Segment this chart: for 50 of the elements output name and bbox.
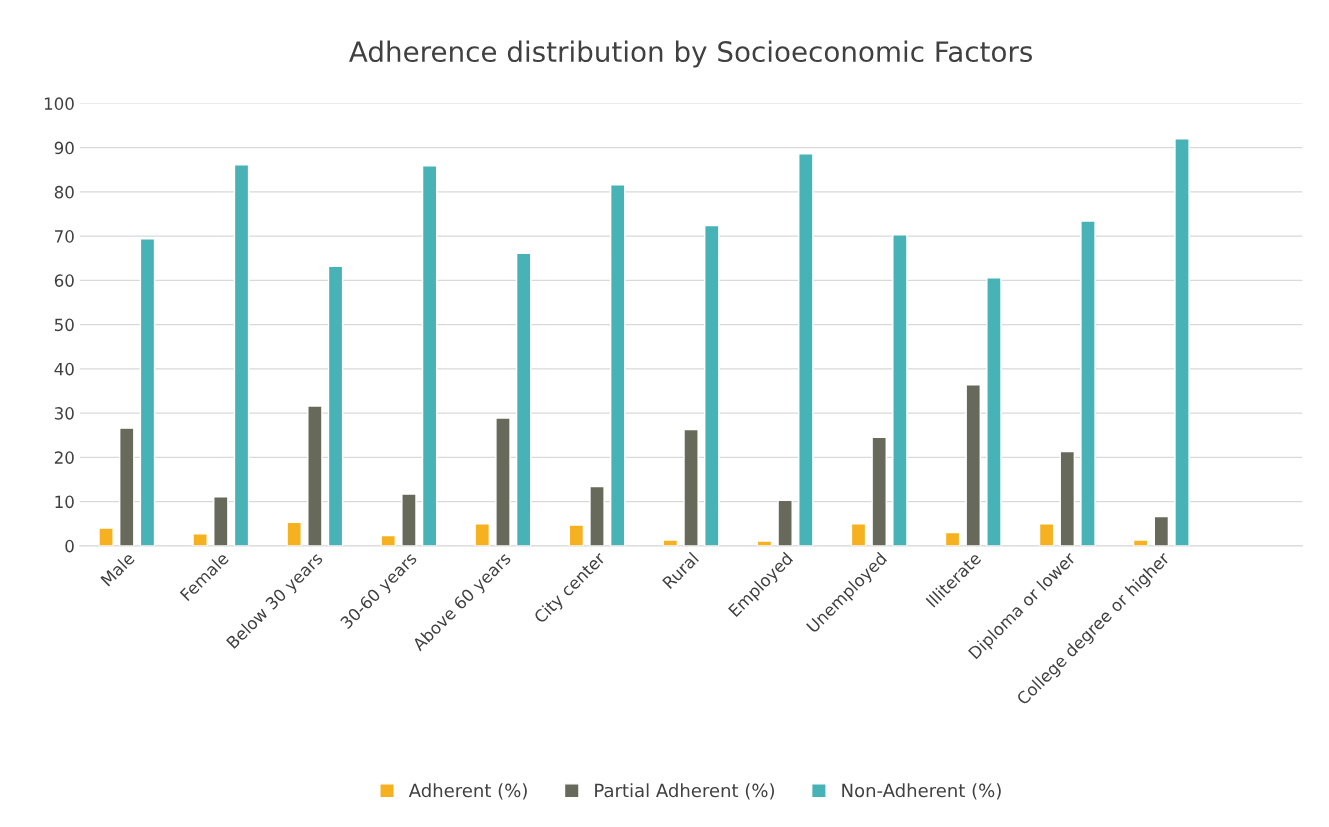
bar	[965, 384, 981, 546]
bar	[98, 527, 114, 546]
bar	[568, 524, 585, 546]
bar	[495, 417, 511, 546]
bar	[119, 427, 135, 546]
bar	[589, 485, 605, 546]
bar	[609, 184, 626, 546]
y-tick-label: 0	[65, 539, 74, 553]
bar	[327, 265, 344, 546]
bar	[683, 428, 699, 546]
y-tick-label: 90	[54, 141, 74, 155]
y-tick-label: 100	[44, 97, 74, 110]
bar	[213, 496, 229, 546]
y-tick-label: 80	[54, 185, 74, 199]
y-tick-label: 70	[55, 230, 74, 243]
y-tick-label: 10	[55, 495, 74, 509]
legend-label: Partial Adherent (%)	[595, 783, 774, 800]
bar	[1059, 450, 1076, 546]
y-tick-label: 40	[54, 362, 74, 376]
y-tick-label: 20	[54, 451, 74, 464]
bar	[192, 533, 208, 546]
bar	[474, 523, 491, 546]
bar	[850, 523, 867, 546]
bar	[307, 405, 323, 546]
bar	[777, 499, 793, 546]
bar	[944, 531, 961, 546]
bar	[421, 165, 438, 546]
chart-title: Adherence distribution by Socioeconomic Factors	[349, 40, 1032, 68]
bar	[662, 539, 679, 546]
bar	[798, 153, 814, 546]
y-tick-label: 60	[54, 274, 74, 287]
bar	[1080, 220, 1096, 546]
bar	[1038, 523, 1055, 546]
legend-label: Non-Adherent (%)	[842, 783, 1001, 800]
y-tick-label: 30	[54, 407, 74, 420]
legend-label: Adherent (%)	[408, 783, 527, 800]
bar	[1132, 539, 1149, 546]
y-tick-label: 50	[54, 318, 74, 332]
bar	[286, 521, 302, 546]
bar	[401, 493, 417, 546]
bar	[1153, 515, 1170, 546]
bar	[139, 238, 156, 546]
bar	[986, 277, 1002, 546]
bar	[515, 252, 532, 546]
bar	[380, 534, 396, 546]
bar	[1174, 138, 1190, 546]
bar	[871, 436, 887, 546]
bar	[233, 164, 250, 546]
bar	[892, 234, 908, 546]
bar	[704, 224, 720, 546]
